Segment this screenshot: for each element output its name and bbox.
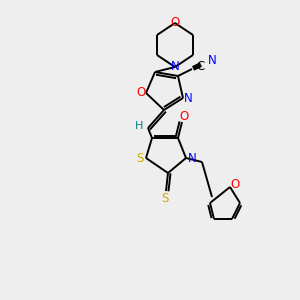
Text: N: N [188,152,196,164]
Text: N: N [171,61,179,74]
Text: N: N [184,92,192,104]
Text: N: N [208,55,217,68]
Text: H: H [135,121,143,131]
Text: O: O [170,16,180,29]
Text: O: O [136,86,146,100]
Text: C: C [196,61,204,74]
Text: O: O [230,178,240,190]
Text: S: S [136,152,144,164]
Text: O: O [179,110,189,122]
Text: S: S [161,191,169,205]
